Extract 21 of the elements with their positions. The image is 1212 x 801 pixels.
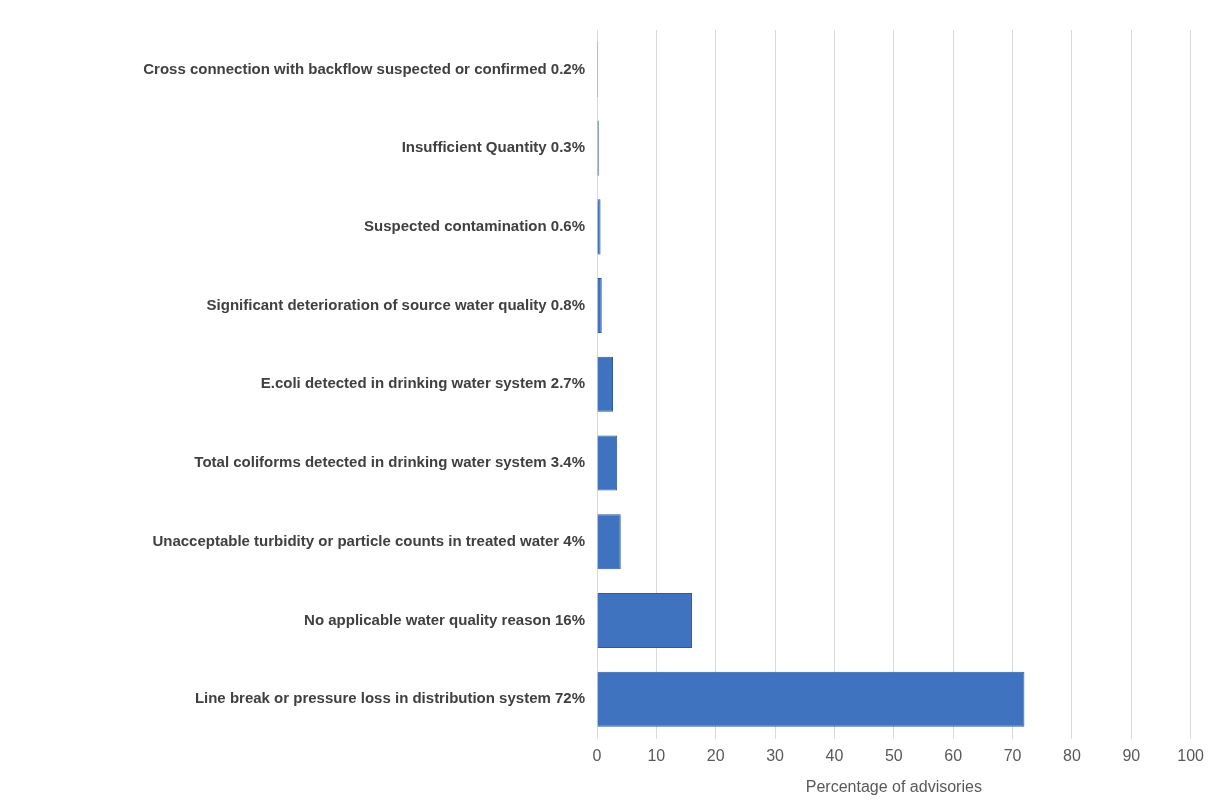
x-tick-label: 80 xyxy=(1063,746,1081,764)
x-tick-label: 70 xyxy=(1003,746,1022,764)
y-tick-label: E.coli detected in drinking water system 2.7% xyxy=(260,374,585,392)
x-axis-title: Percentage of advisories xyxy=(805,777,982,795)
x-tick-label: 40 xyxy=(825,746,844,764)
x-tick-label: 90 xyxy=(1122,746,1141,764)
y-tick-label: No applicable water quality reason 16% xyxy=(304,610,585,628)
y-tick-label: Line break or pressure loss in distribution system 72% xyxy=(194,689,585,707)
y-tick-label: Suspected contamination 0.6% xyxy=(364,216,585,234)
x-tick-label: 20 xyxy=(706,746,725,764)
x-tick-label: 50 xyxy=(884,746,903,764)
y-tick-label: Unacceptable turbidity or particle counts in treated water 4% xyxy=(152,531,585,549)
x-tick-label: 10 xyxy=(647,746,666,764)
x-tick-label: 60 xyxy=(944,746,963,764)
y-tick-label: Total coliforms detected in drinking water system 3.4% xyxy=(194,453,585,471)
x-tick-label: 30 xyxy=(766,746,785,764)
x-tick-label: 0 xyxy=(592,746,602,764)
y-tick-label: Insufficient Quantity 0.3% xyxy=(401,138,585,156)
y-tick-label: Cross connection with backflow suspected or confirmed 0.2% xyxy=(143,59,585,77)
x-tick-label: 100 xyxy=(1177,746,1205,764)
y-tick-label: Significant deterioration of source water quality 0.8% xyxy=(206,295,585,313)
